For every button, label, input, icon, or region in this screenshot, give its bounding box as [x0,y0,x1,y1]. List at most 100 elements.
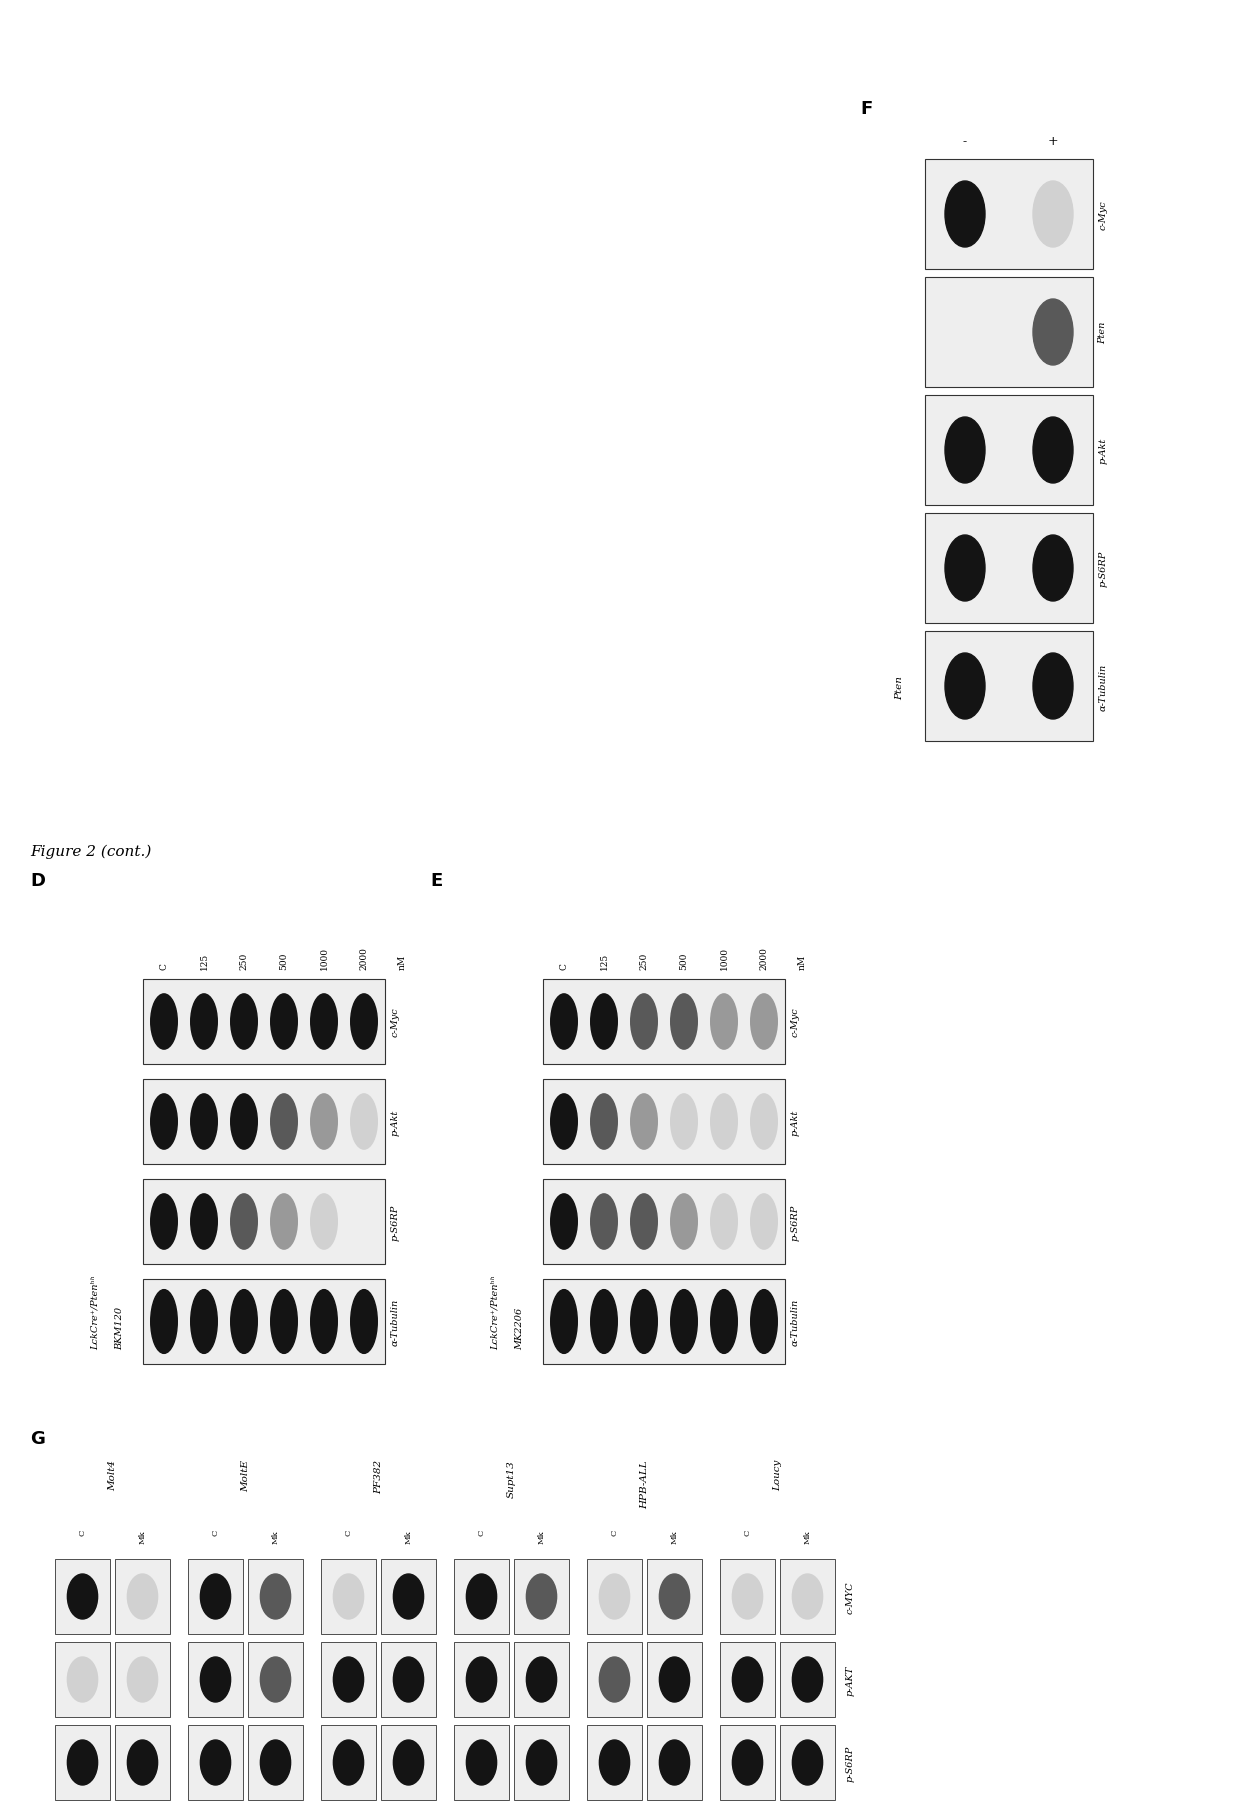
Text: C: C [559,963,568,970]
Ellipse shape [1033,183,1073,248]
Text: Pten: Pten [895,676,904,699]
FancyBboxPatch shape [720,1559,775,1634]
Ellipse shape [792,1657,822,1702]
Ellipse shape [334,1657,363,1702]
Text: MoltE: MoltE [241,1460,250,1491]
Text: p-Akt: p-Akt [1099,437,1107,464]
Ellipse shape [711,1194,738,1249]
FancyBboxPatch shape [248,1726,303,1800]
Text: HPB-ALL: HPB-ALL [640,1460,649,1507]
Text: p-S6RP: p-S6RP [1099,551,1107,587]
Ellipse shape [201,1657,231,1702]
FancyBboxPatch shape [925,278,1092,389]
Ellipse shape [599,1574,630,1619]
FancyBboxPatch shape [115,1559,170,1634]
FancyBboxPatch shape [647,1643,702,1717]
FancyBboxPatch shape [925,159,1092,269]
Ellipse shape [792,1574,822,1619]
Text: p-S6RP: p-S6RP [391,1203,399,1240]
Ellipse shape [270,1194,298,1249]
Text: C: C [78,1529,87,1536]
Ellipse shape [260,1657,290,1702]
Ellipse shape [260,1740,290,1785]
FancyBboxPatch shape [925,632,1092,741]
Text: +: + [1048,136,1058,148]
Ellipse shape [260,1574,290,1619]
Text: 125: 125 [599,952,609,970]
Ellipse shape [733,1574,763,1619]
FancyBboxPatch shape [454,1726,508,1800]
Ellipse shape [67,1574,98,1619]
Text: C: C [477,1529,486,1536]
Ellipse shape [466,1740,497,1785]
Ellipse shape [393,1740,424,1785]
Ellipse shape [191,1095,217,1149]
Text: p-S6RP: p-S6RP [791,1203,800,1240]
Ellipse shape [660,1740,689,1785]
Ellipse shape [201,1740,231,1785]
Ellipse shape [750,1290,777,1353]
Ellipse shape [231,1290,258,1353]
Ellipse shape [599,1657,630,1702]
Ellipse shape [660,1657,689,1702]
FancyBboxPatch shape [381,1559,436,1634]
Ellipse shape [945,183,985,248]
Text: c-Myc: c-Myc [791,1006,800,1037]
FancyBboxPatch shape [515,1726,569,1800]
Text: 1000: 1000 [719,947,729,970]
FancyBboxPatch shape [55,1559,110,1634]
Ellipse shape [599,1740,630,1785]
Ellipse shape [526,1657,557,1702]
FancyBboxPatch shape [543,979,785,1064]
Text: Mk: Mk [804,1529,811,1543]
Text: 250: 250 [239,952,248,970]
Text: Mk: Mk [671,1529,678,1543]
Text: Mk: Mk [537,1529,546,1543]
Ellipse shape [526,1574,557,1619]
FancyBboxPatch shape [188,1643,243,1717]
Text: Molt4: Molt4 [108,1460,117,1491]
Ellipse shape [311,1095,337,1149]
FancyBboxPatch shape [143,1079,384,1164]
Ellipse shape [711,1290,738,1353]
Text: MK2206: MK2206 [516,1306,525,1350]
Ellipse shape [631,1290,657,1353]
Text: nM: nM [797,954,806,970]
Ellipse shape [334,1740,363,1785]
FancyBboxPatch shape [248,1643,303,1717]
Text: BKM120: BKM120 [115,1306,124,1350]
Ellipse shape [351,1095,377,1149]
FancyBboxPatch shape [248,1559,303,1634]
FancyBboxPatch shape [543,1180,785,1265]
FancyBboxPatch shape [321,1643,376,1717]
Ellipse shape [711,994,738,1050]
Text: Loucy: Loucy [773,1460,782,1491]
Ellipse shape [631,994,657,1050]
Ellipse shape [311,1194,337,1249]
Ellipse shape [792,1740,822,1785]
Text: D: D [30,871,45,889]
Ellipse shape [334,1574,363,1619]
Ellipse shape [191,1290,217,1353]
Ellipse shape [151,994,177,1050]
Ellipse shape [1033,417,1073,484]
Ellipse shape [151,1290,177,1353]
FancyBboxPatch shape [720,1643,775,1717]
FancyBboxPatch shape [55,1726,110,1800]
Text: E: E [430,871,443,889]
FancyBboxPatch shape [925,396,1092,506]
Ellipse shape [945,535,985,602]
Text: α-Tubulin: α-Tubulin [391,1297,399,1346]
Ellipse shape [311,994,337,1050]
Text: c-MYC: c-MYC [846,1581,854,1614]
FancyBboxPatch shape [543,1079,785,1164]
Ellipse shape [733,1657,763,1702]
Ellipse shape [660,1574,689,1619]
FancyBboxPatch shape [143,1279,384,1364]
Ellipse shape [191,994,217,1050]
Ellipse shape [733,1740,763,1785]
Ellipse shape [1033,535,1073,602]
Ellipse shape [750,1194,777,1249]
Ellipse shape [351,1290,377,1353]
FancyBboxPatch shape [381,1643,436,1717]
